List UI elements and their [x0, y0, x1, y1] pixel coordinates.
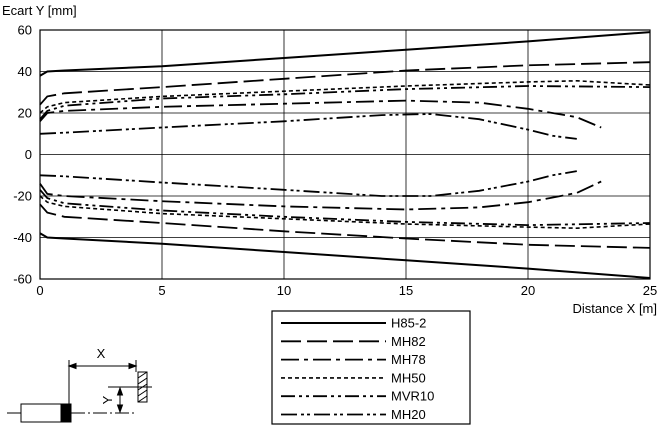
x-dim-arrow-right — [128, 362, 138, 370]
legend-label: MVR10 — [391, 389, 434, 404]
y-tick-label: 0 — [25, 147, 32, 162]
y-tick-label: 20 — [18, 106, 32, 121]
y-tick-label: 60 — [18, 23, 32, 38]
y-dim-arrow-top — [116, 386, 124, 396]
x-tick-label: 25 — [643, 283, 657, 298]
series-line-mvr10-upper — [39, 85, 651, 120]
series-line-mh50-upper — [39, 79, 651, 114]
x-tick-label: 15 — [399, 283, 413, 298]
x-axis-label: Distance X [m] — [572, 301, 657, 316]
legend-label: MH50 — [391, 370, 426, 385]
y-dim-arrow-bottom — [116, 404, 124, 414]
series-line-mh50-lower — [39, 195, 651, 230]
sensor-head — [60, 403, 72, 423]
series-line-mh78-lower — [39, 180, 602, 211]
y-tick-label: -40 — [13, 230, 32, 245]
series-line-mh20-lower — [39, 170, 577, 197]
plot-frame — [39, 29, 651, 280]
series-line-mvr10-lower — [39, 189, 651, 227]
series-line-mh82-upper — [39, 61, 651, 106]
grid — [40, 30, 650, 279]
series-group — [39, 31, 651, 279]
y-tick-label: 40 — [18, 64, 32, 79]
x-tick-label: 10 — [277, 283, 291, 298]
series-line-h85-2-upper — [39, 31, 651, 77]
x-dim-arrow-left — [67, 362, 77, 370]
sensor-diagram — [7, 360, 152, 423]
diagram-y-label: Y — [100, 395, 115, 404]
legend-label: MH20 — [391, 407, 426, 422]
legend-box — [271, 310, 471, 425]
series-line-h85-2-lower — [39, 232, 651, 279]
legend-label: H85-2 — [391, 316, 426, 331]
x-tick-label: 5 — [158, 283, 165, 298]
series-line-mh78-upper — [39, 99, 602, 129]
legend-label: MH82 — [391, 334, 426, 349]
series-line-mh82-lower — [39, 203, 651, 249]
x-tick-label: 0 — [36, 283, 43, 298]
sensor-body — [20, 403, 62, 423]
legend: H85-2 MH82 MH78 MH50 MVR10 MH20 — [271, 310, 471, 425]
y-axis-label: Ecart Y [mm] — [2, 3, 77, 18]
y-tick-label: -60 — [13, 272, 32, 287]
legend-label: MH78 — [391, 352, 426, 367]
tick-labels: 0 5 10 15 20 25 60 40 20 0 -20 -40 -60 — [13, 23, 657, 299]
y-tick-label: -20 — [13, 189, 32, 204]
diagram-x-label: X — [97, 346, 106, 361]
x-tick-label: 20 — [521, 283, 535, 298]
series-line-mh20-upper — [39, 113, 577, 140]
